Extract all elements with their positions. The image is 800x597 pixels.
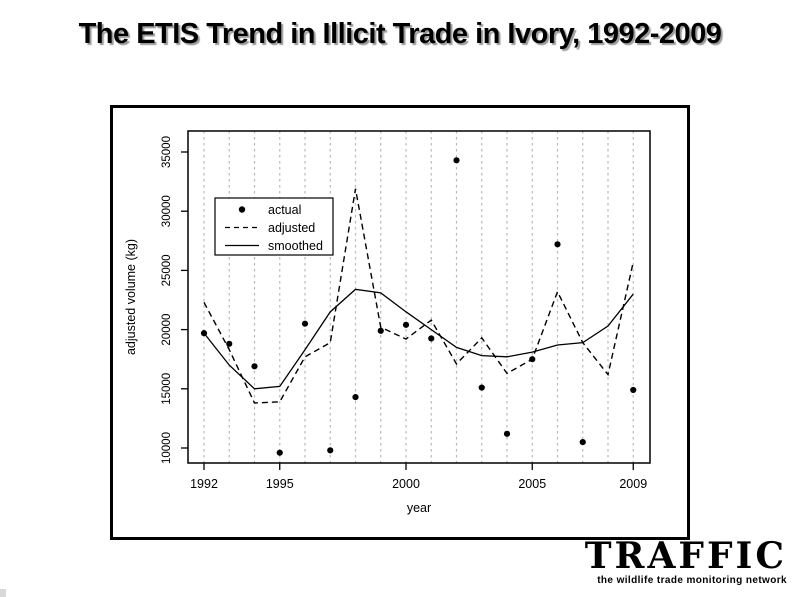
y-axis-label: adjusted volume (kg) (124, 239, 138, 355)
slide-title: The ETIS Trend in Illicit Trade in Ivory… (78, 18, 722, 50)
y-tick-label: 10000 (161, 432, 173, 464)
gridlines (203, 131, 634, 463)
y-tick-label: 15000 (161, 373, 173, 405)
legend-label-smoothed: smoothed (268, 239, 323, 253)
x-tick-label: 2009 (619, 477, 647, 491)
x-tick-label: 1995 (266, 477, 294, 491)
legend-label-adjusted: adjusted (268, 221, 315, 235)
x-axis: 1992 1995 2000 2005 2009 year (190, 463, 647, 515)
logo-tagline-text: the wildlife trade monitoring network (597, 575, 787, 586)
series-adjusted (203, 188, 634, 404)
chart-frame: 10000 15000 20000 25000 30000 35000 adjusted v… (110, 105, 690, 540)
legend-label-actual: actual (268, 203, 301, 217)
y-tick-label: 20000 (161, 314, 173, 346)
x-tick-label: 1992 (190, 477, 218, 491)
y-axis: 10000 15000 20000 25000 30000 35000 adjusted v… (124, 136, 188, 464)
chart-legend: actual adjusted smoothed (214, 197, 334, 256)
page-corner-mark (0, 589, 6, 597)
traffic-logo: TRAFFIC the wildlife trade monitoring ne… (585, 538, 787, 586)
y-tick-label: 25000 (161, 254, 173, 286)
y-tick-label: 35000 (161, 136, 173, 168)
x-tick-label: 2005 (518, 477, 546, 491)
x-tick-label: 2000 (392, 477, 420, 491)
x-axis-label: year (407, 501, 431, 515)
trend-chart: 10000 15000 20000 25000 30000 35000 adjusted v… (124, 130, 651, 515)
plot-box (187, 130, 651, 464)
legend-marker-actual (238, 206, 246, 213)
series-smoothed (203, 288, 634, 390)
y-tick-label: 30000 (161, 195, 173, 227)
logo-brand-text: TRAFFIC (584, 535, 787, 577)
